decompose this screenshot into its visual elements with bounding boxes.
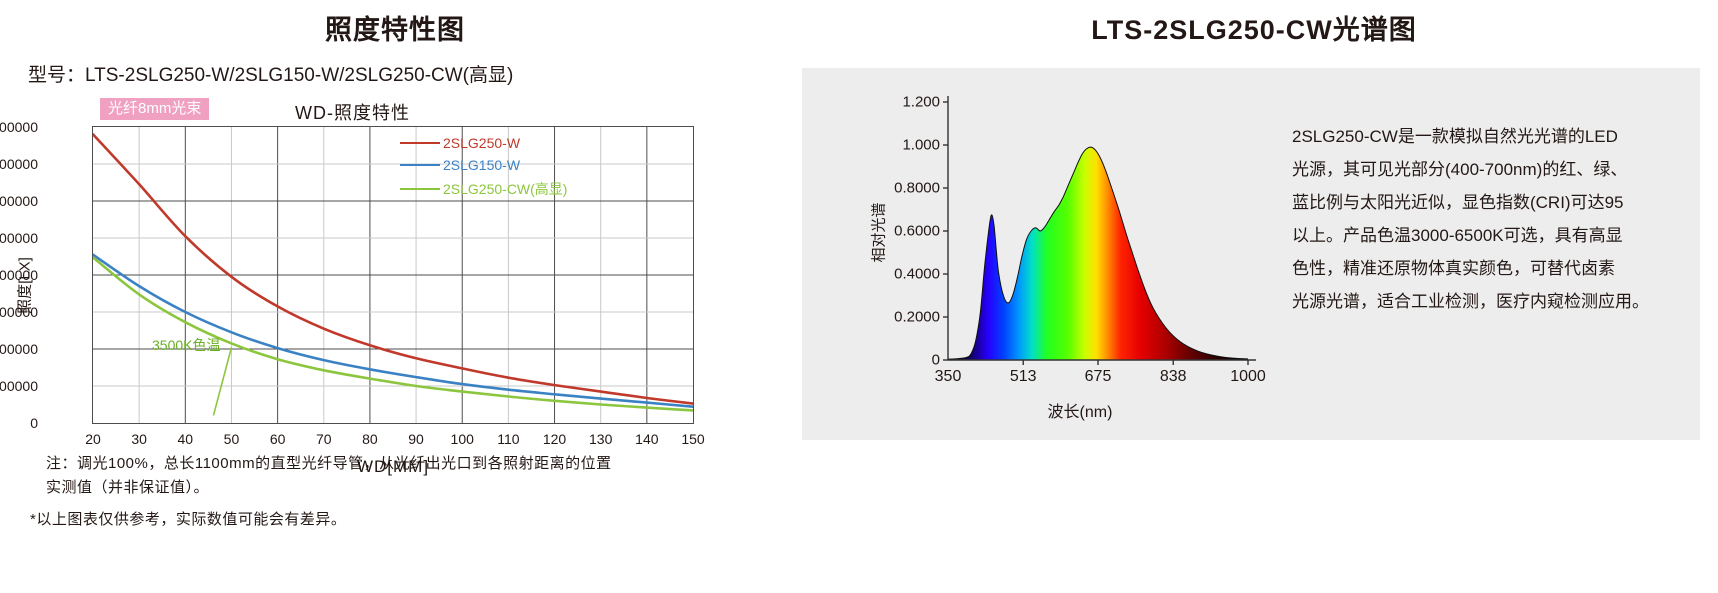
- spectrum-y-tick-label: 1.200: [902, 93, 940, 111]
- spectrum-area: [948, 147, 1248, 360]
- legend-swatch: [400, 142, 440, 144]
- spectrum-description: 2SLG250-CW是一款模拟自然光光谱的LED 光源，其可见光部分(400-70…: [1292, 120, 1692, 318]
- x-tick-label: 40: [177, 431, 194, 447]
- spectrum-y-tick-label: 0.2000: [894, 308, 940, 326]
- y-tick-label: 8000000: [0, 267, 38, 283]
- spectrum-card: 相对光谱: [802, 68, 1700, 440]
- x-tick-label: 130: [589, 431, 613, 447]
- right-panel-title: LTS-2SLG250-CW光谱图: [1091, 15, 1417, 45]
- series-line: [93, 133, 693, 405]
- legend-swatch: [400, 188, 440, 190]
- x-tick-label: 80: [362, 431, 378, 447]
- callout-arrow: [212, 347, 233, 416]
- spectrum-y-tick-label: 1.000: [902, 136, 940, 154]
- description-line: 2SLG250-CW是一款模拟自然光光谱的LED: [1292, 127, 1618, 146]
- y-tick-label: 4000000: [0, 341, 38, 357]
- legend-item: 2SLG250-W: [400, 135, 520, 151]
- x-tick-label: 110: [497, 431, 520, 447]
- y-tick-label: 12000000: [0, 193, 38, 209]
- spectrum-x-tick-label: 838: [1159, 368, 1187, 385]
- description-line: 光源，其可见光部分(400-700nm)的红、绿、: [1292, 160, 1628, 179]
- description-line: 色性，精准还原物体真实颜色，可替代卤素: [1292, 259, 1615, 278]
- legend-swatch: [400, 164, 440, 166]
- spectrum-axes: [943, 96, 1256, 365]
- description-line: 以上。产品色温3000-6500K可选，具有高显: [1292, 226, 1623, 245]
- x-tick-label: 60: [269, 431, 286, 447]
- spectrum-y-tick-label: 0.4000: [894, 265, 940, 283]
- spectrum-chart: 相对光谱: [860, 90, 1266, 422]
- spectrum-plot-svg: [943, 96, 1256, 365]
- y-tick-label: 2000000: [0, 378, 38, 394]
- legend-item: 2SLG250-CW(高显): [400, 179, 567, 199]
- illuminance-panel: 照度特性图 型号：LTS-2SLG250-W/2SLG150-W/2SLG250…: [0, 0, 790, 593]
- description-line: 光源光谱，适合工业检测，医疗内窥检测应用。: [1292, 292, 1649, 311]
- x-tick-label: 20: [85, 431, 101, 447]
- spectrum-y-tick-label: 0: [931, 351, 940, 369]
- spectrum-panel: LTS-2SLG250-CW光谱图 相对光谱: [790, 0, 1718, 593]
- spectrum-x-tick-label: 513: [1009, 368, 1037, 385]
- note-line-2: 实测值（并非保证值）。: [46, 479, 210, 496]
- x-tick-label: 70: [315, 431, 332, 447]
- x-axis-label: WD[MM]: [356, 457, 430, 476]
- legend-label: 2SLG250-CW(高显): [443, 181, 568, 197]
- note-line-3: *以上图表仅供参考，实际数值可能会有差异。: [30, 511, 347, 528]
- series-line: [93, 253, 693, 408]
- model-number-line: 型号：LTS-2SLG250-W/2SLG150-W/2SLG250-CW(高显…: [28, 65, 514, 86]
- y-tick-label: 6000000: [0, 304, 38, 320]
- x-tick-label: 30: [131, 431, 147, 447]
- y-axis-ticks: 0 2000000 4000000 6000000 8000000 10000000 120…: [0, 95, 740, 455]
- left-panel-title: 照度特性图: [325, 15, 465, 45]
- series-paths: [93, 133, 693, 412]
- plot-frame: [92, 126, 694, 424]
- illuminance-chart: 光纤8mm光束 WD-照度特性 照度[LX] 02000000400000060…: [0, 95, 740, 476]
- y-tick-label: 16000000: [0, 119, 38, 135]
- x-tick-label: 150: [681, 431, 705, 447]
- legend-item: 2SLG150-W: [400, 157, 520, 173]
- spectrum-x-axis-label: 波长(nm): [1047, 404, 1113, 421]
- note-line-1: 注：调光100%，总长1100mm的直型光纤导管，从光纤出光口到各照射距离的位置: [46, 455, 612, 472]
- spectrum-y-tick-label: 0.8000: [894, 179, 940, 197]
- y-tick-label: 14000000: [0, 156, 38, 172]
- legend-label: 2SLG150-W: [443, 157, 521, 173]
- spectrum-x-tick-label: 675: [1084, 368, 1112, 385]
- description-line: 蓝比例与太阳光近似，显色指数(CRI)可达95: [1292, 193, 1624, 212]
- spectrum-outline: [947, 146, 1249, 360]
- horizontal-gridlines: [93, 163, 693, 387]
- fiber-beam-badge: 光纤8mm光束: [100, 98, 210, 120]
- x-tick-label: 90: [408, 431, 424, 447]
- spectrum-y-tick-label: 0.6000: [894, 222, 940, 240]
- spectrum-x-tick-label: 350: [934, 368, 962, 385]
- x-tick-label: 120: [542, 431, 567, 447]
- color-temp-annotation: 3500K色温: [152, 337, 221, 353]
- series-line: [93, 256, 693, 412]
- y-tick-label: 10000000: [0, 230, 38, 246]
- illuminance-plot-svg: [93, 127, 693, 423]
- x-tick-label: 50: [223, 431, 240, 447]
- y-tick-label: 0: [30, 415, 38, 431]
- x-tick-label: 100: [450, 431, 474, 447]
- legend-label: 2SLG250-W: [443, 135, 521, 151]
- spectrum-x-tick-label: 1000: [1230, 368, 1266, 385]
- chart-subtitle: WD-照度特性: [295, 103, 410, 123]
- x-tick-label: 140: [635, 431, 659, 447]
